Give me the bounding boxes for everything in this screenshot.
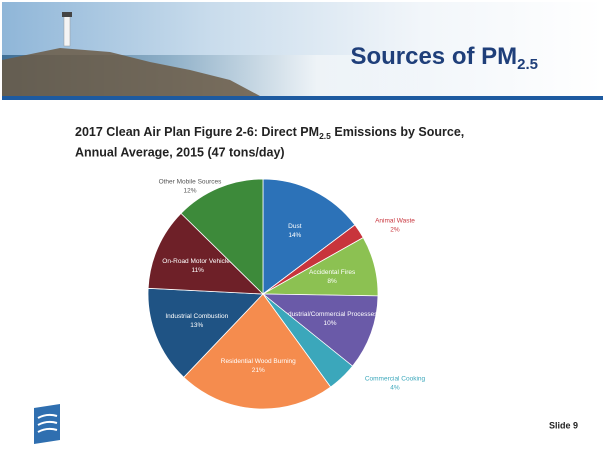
logo — [34, 404, 60, 444]
chart-title: 2017 Clean Air Plan Figure 2-6: Direct P… — [75, 125, 464, 141]
slice-label: Industrial/Commercial Processes — [283, 311, 379, 318]
pie-slice — [261, 293, 379, 367]
pie-chart: Dust 14% Animal Waste 2% Accidental Fires 8% I… — [147, 178, 426, 410]
slice-value-label: 11% — [191, 267, 204, 274]
header-cliffs — [2, 48, 260, 96]
slice-label: Industrial Combustion — [165, 313, 228, 320]
lighthouse — [63, 15, 71, 47]
slice-value-label: 14% — [288, 232, 301, 239]
slice-label: Commercial Cooking — [365, 376, 426, 383]
slice-value-label: 4% — [390, 385, 400, 392]
pie-slice — [180, 178, 264, 295]
pie-slice — [147, 287, 264, 378]
slice-label: Accidental Fires — [309, 269, 356, 276]
slice-label: Dust — [288, 223, 302, 230]
pie-slice — [183, 293, 332, 410]
slide-number: Slide 9 — [549, 420, 578, 430]
lighthouse-top — [62, 12, 72, 17]
pie-slice — [262, 178, 356, 295]
slice-label: Animal Waste — [375, 218, 415, 225]
pie-slice — [147, 212, 265, 295]
header-rule — [2, 96, 603, 100]
slide-title: Sources of PM2.5 — [350, 43, 538, 73]
slice-label: On-Road Motor Vehicles — [162, 258, 234, 265]
slice-value-label: 10% — [324, 320, 337, 327]
slice-label: Residential Wood Burning — [221, 358, 296, 365]
slice-value-label: 12% — [183, 188, 196, 195]
slice-value-label: 21% — [252, 367, 265, 374]
slice-value-label: 13% — [190, 322, 203, 329]
slice-label: Other Mobile Sources — [159, 179, 223, 186]
slice-value-label: 2% — [390, 227, 400, 234]
chart-title: Annual Average, 2015 (47 tons/day) — [75, 145, 285, 159]
slice-value-label: 8% — [327, 278, 337, 285]
